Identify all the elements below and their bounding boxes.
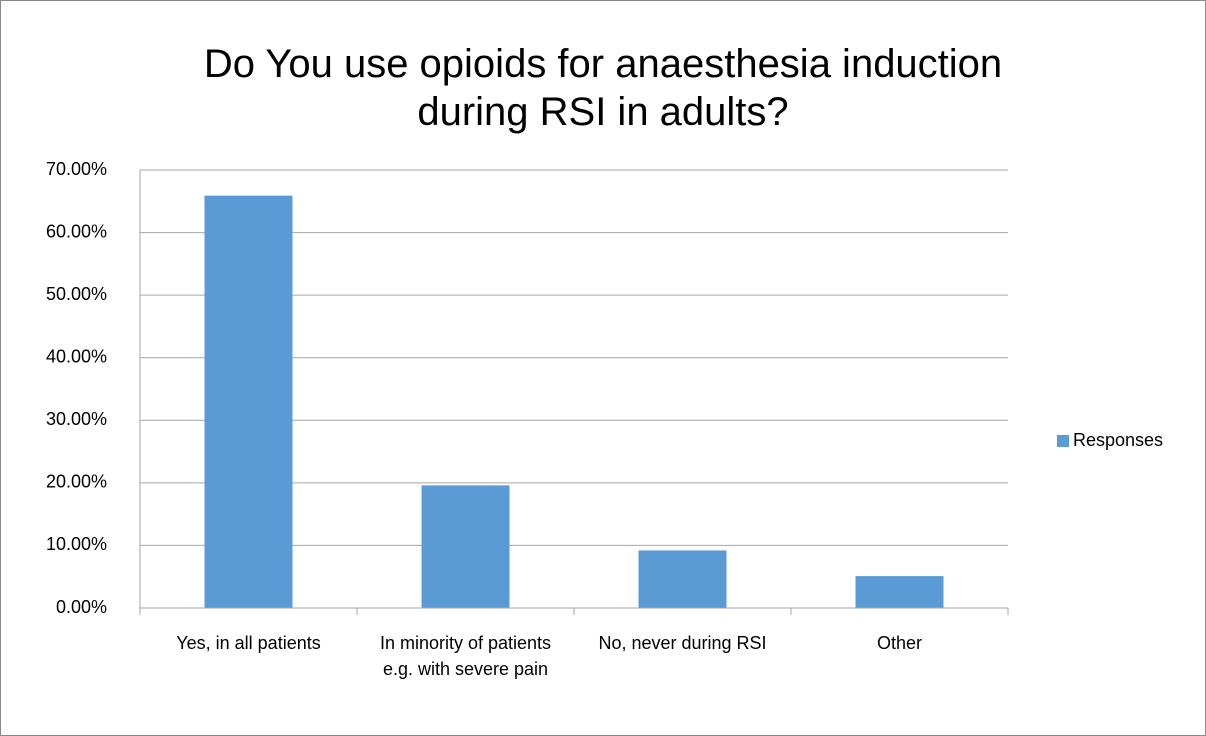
legend-label: Responses (1073, 430, 1163, 450)
legend-swatch (1057, 435, 1069, 447)
bar (855, 576, 944, 608)
bar (204, 195, 293, 608)
bar (638, 550, 727, 608)
y-tick-label: 20.00% (46, 472, 107, 492)
y-tick-label: 40.00% (46, 346, 107, 366)
x-tick-label: No, never during RSI (598, 633, 767, 653)
bar (421, 485, 510, 608)
y-tick-label: 50.00% (46, 284, 107, 304)
y-tick-label: 30.00% (46, 409, 107, 429)
x-tick-label: Yes, in all patients (176, 633, 321, 653)
y-tick-label: 10.00% (46, 534, 107, 554)
y-tick-label: 70.00% (46, 159, 107, 179)
x-tick-label: Other (876, 633, 923, 653)
y-tick-label: 0.00% (56, 597, 107, 617)
x-tick-label: In minority of patients e.g. with severe… (379, 633, 552, 679)
chart-title: Do You use opioids for anaesthesia induc… (203, 42, 1003, 134)
y-tick-label: 60.00% (46, 221, 107, 241)
